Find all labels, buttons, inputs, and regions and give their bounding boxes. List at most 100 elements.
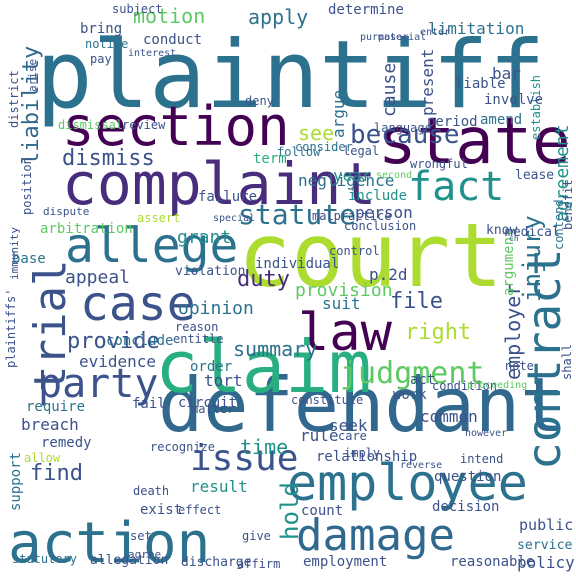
word-exist: exist xyxy=(140,502,182,518)
word-relationship: relationship xyxy=(316,449,417,465)
word-set: set xyxy=(130,529,152,543)
word-position: position xyxy=(20,157,34,215)
word-common: common xyxy=(420,407,478,426)
word-agree: agree xyxy=(128,548,161,561)
word-provide: provide xyxy=(67,329,160,354)
word-base: base xyxy=(12,251,46,267)
word-public: public xyxy=(519,516,573,534)
word-recognize: recognize xyxy=(150,440,215,454)
word-evidence: evidence xyxy=(79,352,156,371)
word-complaint: complaint xyxy=(62,150,376,218)
word-tort: tort xyxy=(204,371,243,390)
word-conclusion: conclusion xyxy=(344,219,416,233)
word-employee: employee xyxy=(287,454,528,512)
word-failure: failure xyxy=(198,189,257,205)
word-malpractice: malpractice xyxy=(312,209,391,223)
word-know: know xyxy=(486,223,517,238)
word-party: party xyxy=(38,361,158,407)
word-support: support xyxy=(8,452,24,511)
word-allegation: allegation xyxy=(90,553,168,568)
word-remedy: remedy xyxy=(41,435,92,451)
word-medical: medical xyxy=(505,225,560,240)
word-bring: bring xyxy=(80,21,122,37)
word-wrongful: wrongful xyxy=(410,157,468,171)
word-motion: motion xyxy=(133,4,205,28)
word-enter: enter xyxy=(420,27,450,38)
word-circuit: circuit xyxy=(178,395,237,411)
word-opinion: opinion xyxy=(178,298,254,319)
word-summary: summary xyxy=(233,337,317,361)
word-condition: condition xyxy=(432,379,497,393)
word-include: include xyxy=(348,188,407,204)
word-person: person xyxy=(355,203,413,222)
word-count: count xyxy=(301,503,343,519)
word-cause: cause xyxy=(379,63,400,117)
word-conduct: conduct xyxy=(143,32,202,48)
word-policy: policy xyxy=(517,553,575,572)
word-note: note xyxy=(505,359,534,373)
word-suit: suit xyxy=(322,294,361,313)
word-defendant: defendant xyxy=(158,361,565,449)
word-argument: argument xyxy=(501,229,517,296)
word-control: control xyxy=(329,244,380,258)
word-apply: apply xyxy=(248,5,308,29)
word-find: find xyxy=(30,461,83,486)
word-review: review xyxy=(122,118,166,132)
word-court: court xyxy=(238,204,503,307)
word-deny: deny xyxy=(245,94,274,108)
word-appeal: appeal xyxy=(65,267,130,288)
word-negligence: negligence xyxy=(298,171,394,190)
word-reason: reason xyxy=(175,320,218,334)
word-decision: decision xyxy=(432,499,499,515)
word-purpose: purpose xyxy=(360,32,402,43)
word-assert: assert xyxy=(137,211,180,225)
word-care: care xyxy=(338,429,367,443)
word-material: material xyxy=(378,32,426,43)
word-contend: contend xyxy=(552,199,566,250)
word-lease: lease xyxy=(515,168,554,183)
word-plaintiff: plaintiff xyxy=(36,21,545,130)
word-present: present xyxy=(418,49,437,116)
word-dismiss: dismiss xyxy=(62,146,155,171)
word-determine: determine xyxy=(328,2,404,18)
word-order: order xyxy=(190,359,232,375)
word-rule: rule xyxy=(300,426,339,445)
word-reverse: reverse xyxy=(400,460,442,471)
word-employer: employer xyxy=(501,284,525,380)
word-require: require xyxy=(26,399,85,415)
word-intend: intend xyxy=(460,452,503,466)
word-year: year xyxy=(333,166,372,185)
word-special: special xyxy=(213,213,255,224)
word-limitation: limitation xyxy=(428,19,524,38)
word-case: case xyxy=(80,276,196,332)
word-file: file xyxy=(390,289,443,314)
word-statutory: statutory xyxy=(12,552,77,566)
word-issue: issue xyxy=(190,438,298,479)
word-liability: liability xyxy=(19,46,44,165)
word-seek: seek xyxy=(329,416,368,435)
word-argue: argue xyxy=(329,90,348,138)
word-imply: imply xyxy=(344,446,380,460)
word-violation: violation xyxy=(175,264,245,279)
word-fact: fact xyxy=(408,164,504,210)
word-interest: interest xyxy=(128,48,176,59)
word-immunity: immunity xyxy=(8,227,21,280)
word-fail: fail xyxy=(132,396,166,412)
word-arise: arise xyxy=(26,59,39,92)
word-bar: bar xyxy=(492,64,521,83)
word-section: section xyxy=(62,95,290,158)
word-state: state xyxy=(378,105,571,179)
word-term: term xyxy=(253,151,287,167)
word-matter: matter xyxy=(191,402,234,416)
word-damage: damage xyxy=(296,510,455,561)
word-time: time xyxy=(240,435,288,459)
word-law: law xyxy=(298,303,393,363)
word-death: death xyxy=(133,484,169,498)
word-follow: follow xyxy=(277,145,321,159)
word-question: question xyxy=(434,469,501,485)
word-statute: statute xyxy=(238,198,356,231)
word-contract: contract xyxy=(517,248,571,470)
word-amend: amend xyxy=(480,112,522,128)
word-proceeding: proceeding xyxy=(467,380,527,391)
